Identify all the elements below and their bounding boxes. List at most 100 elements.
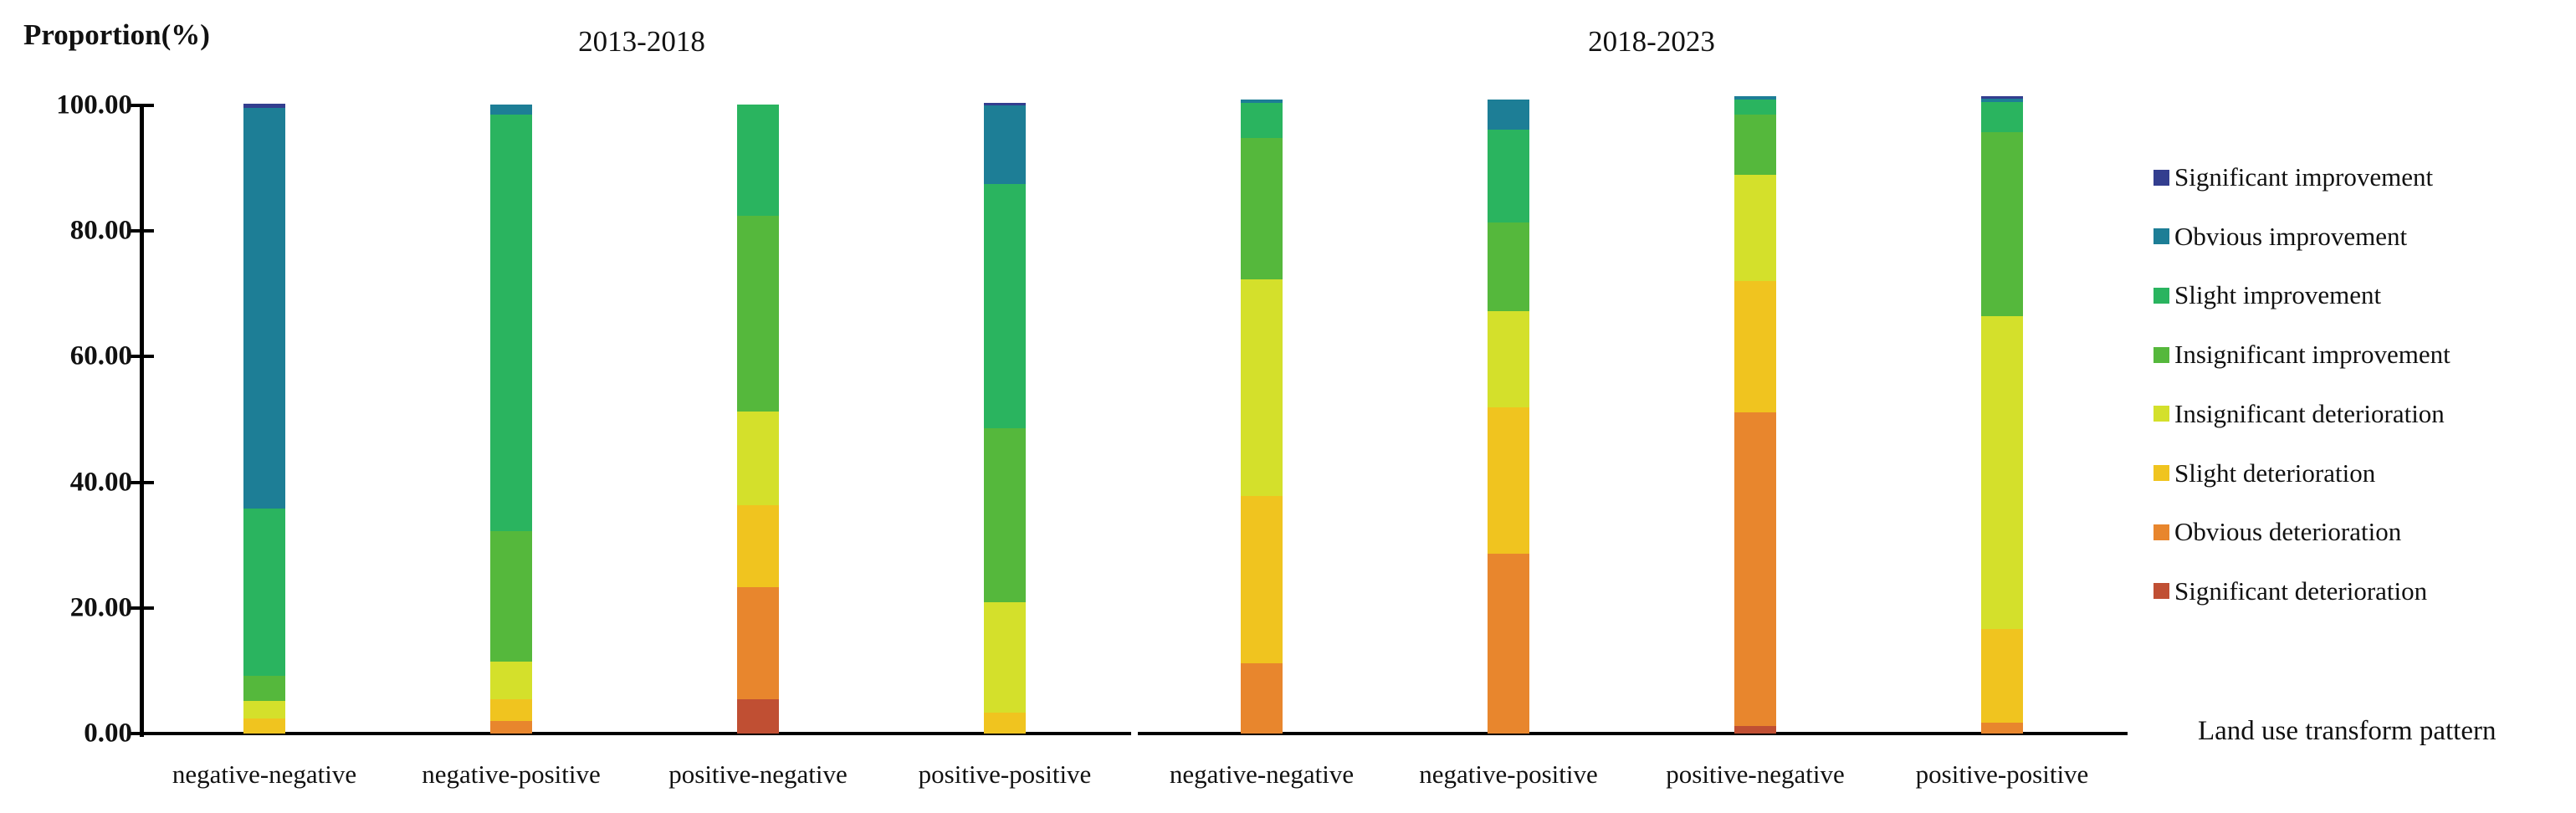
legend-item-obvious-improvement: Obvious improvement bbox=[2153, 222, 2407, 252]
bar-segment-slight-improvement bbox=[1241, 103, 1283, 139]
legend-label: Significant deterioration bbox=[2174, 575, 2428, 606]
bar-2018-2023-negative-positive bbox=[1488, 100, 1529, 734]
bar-segment-slight-improvement bbox=[1734, 100, 1776, 115]
legend-label: Obvious improvement bbox=[2174, 221, 2408, 251]
legend-item-insignificant-improvement: Insignificant improvement bbox=[2153, 340, 2451, 370]
legend-swatch-icon bbox=[2153, 169, 2169, 186]
y-tick-label: 100.00 bbox=[56, 89, 132, 120]
bar-segment-slight-improvement bbox=[737, 104, 779, 217]
axis-line-2018-2023 bbox=[1138, 732, 2128, 735]
x-category-label-positive-negative: positive-negative bbox=[668, 759, 848, 789]
bar-segment-slight-improvement bbox=[1981, 102, 2023, 132]
bar-segment-insignificant-improvement bbox=[243, 675, 285, 701]
bar-segment-obvious-deterioration bbox=[737, 587, 779, 699]
bar-segment-insignificant-improvement bbox=[1734, 115, 1776, 175]
bar-segment-obvious-deterioration bbox=[1734, 412, 1776, 726]
y-tick-label: 40.00 bbox=[69, 467, 132, 498]
bar-segment-insignificant-deterioration bbox=[1981, 316, 2023, 630]
y-tick-label: 0.00 bbox=[84, 718, 132, 749]
y-tick-mark bbox=[131, 606, 154, 610]
legend-item-obvious-deterioration: Obvious deterioration bbox=[2153, 517, 2401, 547]
bar-2013-2018-positive-negative bbox=[737, 104, 779, 734]
bar-segment-slight-deterioration bbox=[1734, 280, 1776, 413]
bar-segment-slight-improvement bbox=[490, 114, 532, 532]
bar-segment-significant-improvement bbox=[243, 103, 285, 108]
legend-item-slight-improvement: Slight improvement bbox=[2153, 280, 2381, 310]
bar-segment-slight-improvement bbox=[984, 183, 1026, 428]
legend-label: Insignificant deterioration bbox=[2174, 398, 2445, 428]
legend-label: Slight improvement bbox=[2174, 280, 2382, 310]
x-axis-title: Land use transform pattern bbox=[2198, 716, 2497, 746]
legend-item-significant-improvement: Significant improvement bbox=[2153, 162, 2433, 192]
bar-segment-insignificant-deterioration bbox=[1241, 279, 1283, 497]
x-category-label-positive-positive: positive-positive bbox=[1915, 759, 2089, 789]
legend-swatch-icon bbox=[2153, 465, 2169, 481]
y-tick-mark bbox=[131, 104, 154, 107]
bar-segment-insignificant-deterioration bbox=[1734, 174, 1776, 281]
bar-segment-slight-deterioration bbox=[984, 713, 1026, 734]
legend-swatch-icon bbox=[2153, 287, 2169, 304]
bar-segment-insignificant-deterioration bbox=[737, 412, 779, 506]
bar-segment-insignificant-deterioration bbox=[1488, 311, 1529, 408]
legend-label: Obvious deterioration bbox=[2174, 517, 2402, 547]
legend-swatch-icon bbox=[2153, 346, 2169, 363]
bar-segment-slight-deterioration bbox=[737, 505, 779, 588]
bar-segment-insignificant-deterioration bbox=[243, 700, 285, 718]
x-category-label-negative-positive: negative-positive bbox=[422, 759, 601, 789]
legend-item-slight-deterioration: Slight deterioration bbox=[2153, 458, 2375, 488]
bar-segment-slight-deterioration bbox=[243, 718, 285, 734]
group-title-2018-2023: 2018-2023 bbox=[1588, 25, 1715, 58]
bar-segment-significant-deterioration bbox=[737, 698, 779, 734]
bar-2018-2023-positive-negative bbox=[1734, 96, 1776, 734]
bar-segment-obvious-improvement bbox=[1488, 100, 1529, 130]
bar-segment-obvious-deterioration bbox=[1488, 554, 1529, 734]
bar-segment-insignificant-improvement bbox=[737, 216, 779, 412]
legend-swatch-icon bbox=[2153, 583, 2169, 600]
legend-swatch-icon bbox=[2153, 524, 2169, 540]
bar-segment-insignificant-deterioration bbox=[490, 662, 532, 699]
x-category-label-positive-negative: positive-negative bbox=[1666, 759, 1845, 789]
axis-line-2013-2018 bbox=[140, 732, 1131, 735]
bar-segment-slight-improvement bbox=[1488, 129, 1529, 223]
y-tick-label: 60.00 bbox=[69, 340, 132, 371]
bar-2013-2018-negative-positive bbox=[490, 105, 532, 734]
legend-swatch-icon bbox=[2153, 406, 2169, 422]
bar-segment-slight-deterioration bbox=[1241, 496, 1283, 663]
y-tick-mark bbox=[131, 480, 154, 484]
bar-segment-obvious-deterioration bbox=[1241, 662, 1283, 734]
bar-segment-insignificant-improvement bbox=[1488, 222, 1529, 312]
bar-segment-slight-deterioration bbox=[1488, 407, 1529, 555]
legend-swatch-icon bbox=[2153, 228, 2169, 245]
bar-segment-slight-deterioration bbox=[490, 698, 532, 721]
bar-segment-insignificant-improvement bbox=[490, 531, 532, 662]
bar-segment-slight-improvement bbox=[243, 509, 285, 676]
bar-segment-obvious-improvement bbox=[243, 108, 285, 509]
bar-segment-obvious-improvement bbox=[984, 105, 1026, 184]
bar-segment-insignificant-improvement bbox=[1241, 138, 1283, 280]
legend-item-insignificant-deterioration: Insignificant deterioration bbox=[2153, 399, 2445, 429]
y-tick-mark bbox=[131, 229, 154, 233]
legend-label: Insignificant improvement bbox=[2174, 340, 2451, 370]
bar-segment-insignificant-deterioration bbox=[984, 602, 1026, 713]
x-category-label-negative-negative: negative-negative bbox=[1169, 759, 1355, 789]
bar-2013-2018-positive-positive bbox=[984, 102, 1026, 734]
bar-segment-significant-improvement bbox=[1981, 96, 2023, 100]
y-axis-spine bbox=[140, 104, 144, 737]
legend-item-significant-deterioration: Significant deterioration bbox=[2153, 576, 2427, 606]
x-category-label-negative-negative: negative-negative bbox=[172, 759, 357, 789]
y-axis-title: Proportion(%) bbox=[23, 18, 210, 51]
bar-2013-2018-negative-negative bbox=[243, 103, 285, 734]
legend-label: Slight deterioration bbox=[2174, 458, 2376, 488]
bar-segment-insignificant-improvement bbox=[984, 428, 1026, 603]
bar-2018-2023-negative-negative bbox=[1241, 100, 1283, 734]
bar-segment-obvious-improvement bbox=[490, 105, 532, 115]
y-tick-label: 20.00 bbox=[69, 592, 132, 623]
bar-segment-obvious-improvement bbox=[1241, 100, 1283, 103]
bar-segment-significant-improvement bbox=[984, 102, 1026, 105]
group-title-2013-2018: 2013-2018 bbox=[578, 25, 705, 58]
bar-segment-obvious-deterioration bbox=[490, 720, 532, 734]
x-category-label-positive-positive: positive-positive bbox=[918, 759, 1092, 789]
x-category-label-negative-positive: negative-positive bbox=[1419, 759, 1598, 789]
y-tick-mark bbox=[131, 355, 154, 359]
